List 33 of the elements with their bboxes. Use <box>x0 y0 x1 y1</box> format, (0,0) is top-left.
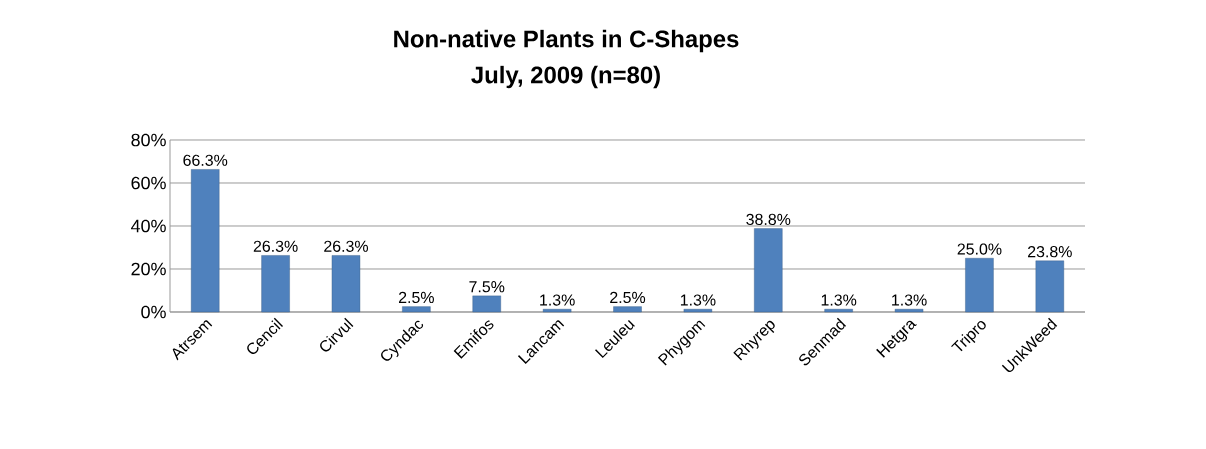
data-label: 2.5% <box>398 291 434 304</box>
data-label: 1.3% <box>892 294 927 306</box>
data-label: 38.8% <box>746 213 791 226</box>
bar <box>472 295 501 313</box>
bar <box>542 308 572 313</box>
data-label: 26.3% <box>253 240 298 252</box>
y-tick-label: 20% <box>131 262 166 276</box>
data-label: 23.8% <box>1028 246 1072 258</box>
data-label: 2.5% <box>610 291 646 304</box>
data-label: 7.5% <box>469 281 505 293</box>
y-tick-label: 80% <box>131 133 166 147</box>
data-label: 25.0% <box>957 243 1002 255</box>
chart-title: Non-native Plants in C-Shapes <box>394 29 739 53</box>
bar <box>683 308 713 313</box>
bar <box>1035 260 1065 313</box>
chart-subtitle: July, 2009 (n=80) <box>471 65 660 89</box>
data-label: 26.3% <box>324 240 368 252</box>
bar <box>894 308 924 313</box>
bar <box>261 255 290 313</box>
y-tick-label: 40% <box>131 219 166 233</box>
bar <box>402 306 431 313</box>
bar <box>613 306 642 313</box>
y-tick-label: 0% <box>141 305 166 319</box>
y-tick-label: 60% <box>131 176 166 190</box>
data-label: 1.3% <box>540 294 575 306</box>
data-label: 66.3% <box>183 154 228 166</box>
bar <box>331 255 361 313</box>
data-label: 1.3% <box>680 294 716 306</box>
data-label: 1.3% <box>821 294 857 306</box>
bar <box>754 228 783 313</box>
bar <box>824 308 853 313</box>
bar <box>965 258 994 313</box>
bar <box>191 169 220 313</box>
